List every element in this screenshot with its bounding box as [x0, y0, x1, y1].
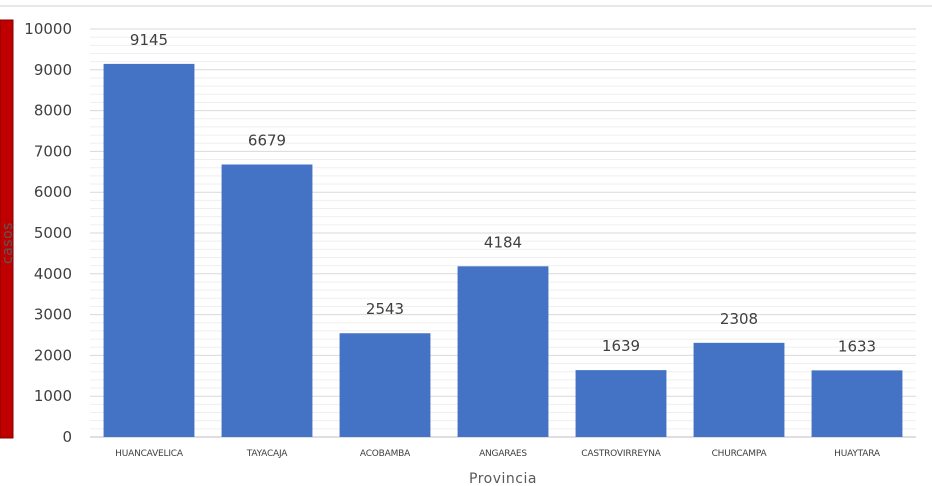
- x-tick-label: TAYACAJA: [246, 449, 289, 459]
- data-label: 1633: [838, 337, 876, 355]
- bar: [457, 266, 549, 437]
- y-tick-label: 8000: [34, 102, 72, 120]
- y-tick-label: 10000: [24, 20, 72, 38]
- y-tick-label: 2000: [34, 346, 72, 364]
- data-label: 9145: [130, 31, 168, 49]
- x-tick-label: ANGARAES: [479, 449, 527, 459]
- y-tick-label: 3000: [34, 306, 72, 324]
- x-axis-title: Provincia: [469, 471, 537, 486]
- data-label: 1639: [602, 337, 640, 355]
- bar: [575, 370, 667, 437]
- data-label: 4184: [484, 233, 522, 251]
- data-labels: 9145 6679 2543 4184 1639 2308 1633: [130, 31, 876, 355]
- x-tick-label: ACOBAMBA: [360, 449, 411, 459]
- x-tick-label: CASTROVIRREYNA: [581, 449, 661, 459]
- bar: [103, 63, 195, 437]
- x-tick-label: HUANCAVELICA: [115, 449, 184, 459]
- data-label: 2543: [366, 300, 404, 318]
- y-tick-label: 6000: [34, 183, 72, 201]
- bar: [221, 164, 313, 437]
- bar: [693, 342, 785, 437]
- y-tick-label: 4000: [34, 265, 72, 283]
- x-tick-label: CHURCAMPA: [712, 449, 768, 459]
- data-label: 2308: [720, 310, 758, 328]
- y-tick-label: 5000: [34, 224, 72, 242]
- x-axis-ticks: HUANCAVELICA TAYACAJA ACOBAMBA ANGARAES CAST…: [115, 449, 881, 459]
- y-tick-label: 7000: [34, 142, 72, 160]
- y-axis-ticks: 0 1000 2000 3000 4000 5000 6000 7000 8000 9000 100…: [24, 20, 72, 446]
- bars: [103, 63, 903, 437]
- bar: [811, 370, 903, 437]
- x-tick-label: HUAYTARA: [834, 449, 881, 459]
- data-label: 6679: [248, 131, 286, 149]
- left-red-panel: [0, 19, 14, 439]
- bar: [339, 333, 431, 437]
- y-tick-label: 9000: [34, 61, 72, 79]
- y-tick-label: 0: [62, 428, 72, 446]
- y-tick-label: 1000: [34, 387, 72, 405]
- y-axis-title: casos: [0, 222, 16, 264]
